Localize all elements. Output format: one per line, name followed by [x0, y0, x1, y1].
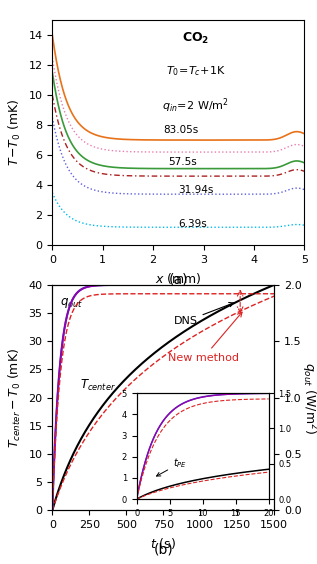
Text: (a): (a) — [169, 272, 188, 287]
Text: DNS: DNS — [174, 302, 234, 327]
Y-axis label: $T_{center}-T_0$ (mK): $T_{center}-T_0$ (mK) — [7, 347, 23, 448]
Text: $\mathit{q}_{in}\!=\!2\ \mathrm{W/m}^2$: $\mathit{q}_{in}\!=\!2\ \mathrm{W/m}^2$ — [162, 97, 230, 116]
Text: 31.94s: 31.94s — [178, 184, 214, 195]
X-axis label: $x$ (mm): $x$ (mm) — [155, 271, 202, 285]
Text: 57.5s: 57.5s — [168, 157, 197, 167]
X-axis label: $t$ (s): $t$ (s) — [150, 536, 176, 550]
Y-axis label: $T\!-\!T_0$ (mK): $T\!-\!T_0$ (mK) — [7, 99, 23, 166]
Text: $\mathit{T}_0\!=\!\mathit{T}_c\!+\!1\mathrm{K}$: $\mathit{T}_0\!=\!\mathit{T}_c\!+\!1\mat… — [166, 64, 226, 78]
Text: 6.39s: 6.39s — [178, 218, 207, 228]
Text: $q_{out}$: $q_{out}$ — [61, 296, 84, 310]
Text: 83.05s: 83.05s — [163, 125, 198, 135]
Text: (b): (b) — [153, 542, 173, 556]
Y-axis label: $q_{out}$ (W/m$^2$): $q_{out}$ (W/m$^2$) — [299, 362, 317, 434]
Text: $T_{center}$: $T_{center}$ — [80, 378, 116, 393]
Text: New method: New method — [168, 312, 242, 363]
Text: $\mathbf{CO_2}$: $\mathbf{CO_2}$ — [182, 31, 210, 46]
